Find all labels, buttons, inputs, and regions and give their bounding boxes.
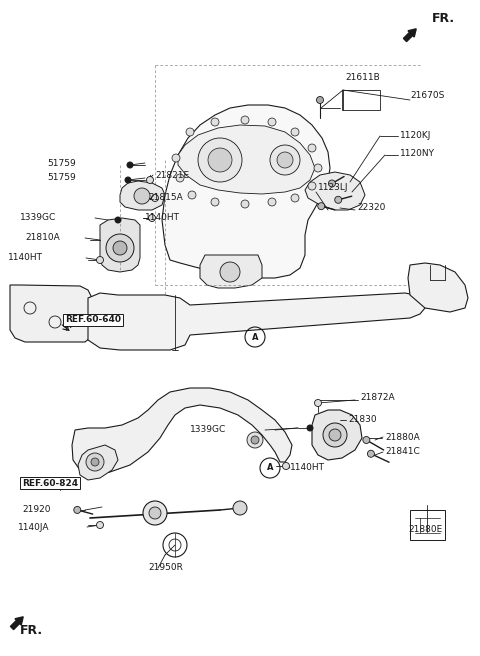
Text: 21670S: 21670S	[410, 91, 444, 100]
Text: 21810A: 21810A	[25, 234, 60, 243]
Polygon shape	[162, 105, 330, 278]
Text: 1339GC: 1339GC	[20, 213, 56, 222]
Circle shape	[148, 215, 156, 222]
Circle shape	[96, 522, 104, 529]
Text: 21611B: 21611B	[345, 73, 380, 83]
Polygon shape	[78, 445, 118, 480]
Text: REF.60-640: REF.60-640	[65, 316, 121, 325]
Circle shape	[308, 144, 316, 152]
Text: 1120KJ: 1120KJ	[400, 131, 432, 140]
Circle shape	[251, 436, 259, 444]
Circle shape	[241, 200, 249, 208]
Text: FR.: FR.	[20, 623, 43, 636]
Circle shape	[91, 458, 99, 466]
Circle shape	[318, 203, 325, 210]
Circle shape	[277, 152, 293, 168]
Circle shape	[198, 138, 242, 182]
Circle shape	[329, 429, 341, 441]
Text: 21880A: 21880A	[385, 432, 420, 441]
Circle shape	[314, 164, 322, 172]
Circle shape	[176, 174, 184, 182]
Text: 21920: 21920	[22, 506, 50, 514]
FancyArrow shape	[11, 617, 23, 630]
Polygon shape	[88, 293, 425, 350]
Text: REF.60-824: REF.60-824	[22, 478, 78, 487]
Text: 21830: 21830	[348, 415, 377, 424]
Text: 21841C: 21841C	[385, 447, 420, 457]
Circle shape	[268, 198, 276, 206]
Text: 1123LJ: 1123LJ	[318, 184, 348, 192]
Circle shape	[115, 217, 121, 223]
Circle shape	[146, 176, 154, 184]
Circle shape	[323, 423, 347, 447]
Circle shape	[127, 162, 133, 168]
Polygon shape	[10, 285, 92, 342]
Circle shape	[134, 188, 150, 204]
Text: 51759: 51759	[47, 159, 76, 167]
Circle shape	[74, 506, 81, 514]
Text: FR.: FR.	[432, 12, 455, 24]
Circle shape	[328, 180, 336, 187]
Circle shape	[367, 450, 374, 457]
Polygon shape	[408, 263, 468, 312]
Circle shape	[125, 177, 131, 183]
Text: 1140JA: 1140JA	[18, 522, 49, 531]
Circle shape	[106, 234, 134, 262]
Polygon shape	[72, 388, 292, 475]
Text: 1140HT: 1140HT	[145, 213, 180, 222]
Circle shape	[186, 128, 194, 136]
Circle shape	[152, 194, 158, 201]
Circle shape	[149, 507, 161, 519]
Circle shape	[233, 501, 247, 515]
Circle shape	[113, 241, 127, 255]
Text: 1120NY: 1120NY	[400, 148, 435, 157]
Circle shape	[291, 194, 299, 202]
Text: 1339GC: 1339GC	[190, 426, 226, 434]
Polygon shape	[305, 172, 365, 210]
Text: 51759: 51759	[47, 173, 76, 182]
Circle shape	[268, 118, 276, 126]
Circle shape	[283, 462, 289, 470]
Text: 1140HT: 1140HT	[290, 464, 325, 472]
Circle shape	[308, 182, 316, 190]
Circle shape	[86, 453, 104, 471]
Circle shape	[335, 196, 342, 203]
Text: 21815A: 21815A	[148, 194, 183, 203]
Circle shape	[211, 198, 219, 206]
FancyArrow shape	[403, 29, 416, 41]
Circle shape	[270, 145, 300, 175]
Circle shape	[172, 154, 180, 162]
Circle shape	[211, 118, 219, 126]
Circle shape	[316, 96, 324, 104]
Circle shape	[96, 256, 104, 264]
Polygon shape	[312, 410, 362, 460]
Circle shape	[307, 425, 313, 431]
Circle shape	[363, 436, 370, 443]
Circle shape	[291, 128, 299, 136]
Text: 1140HT: 1140HT	[8, 253, 43, 262]
Text: 22320: 22320	[357, 203, 385, 211]
Polygon shape	[100, 218, 140, 272]
Circle shape	[188, 191, 196, 199]
Circle shape	[241, 116, 249, 124]
Polygon shape	[200, 255, 262, 288]
Text: 21880E: 21880E	[408, 525, 442, 535]
Circle shape	[247, 432, 263, 448]
Text: 21821E: 21821E	[155, 171, 189, 180]
Text: 21950R: 21950R	[148, 562, 183, 571]
Text: A: A	[267, 464, 273, 472]
Circle shape	[143, 501, 167, 525]
Polygon shape	[178, 125, 315, 194]
Circle shape	[208, 148, 232, 172]
Circle shape	[314, 400, 322, 407]
Circle shape	[220, 262, 240, 282]
Text: A: A	[252, 333, 258, 342]
Polygon shape	[120, 181, 165, 210]
Text: 21872A: 21872A	[360, 394, 395, 403]
